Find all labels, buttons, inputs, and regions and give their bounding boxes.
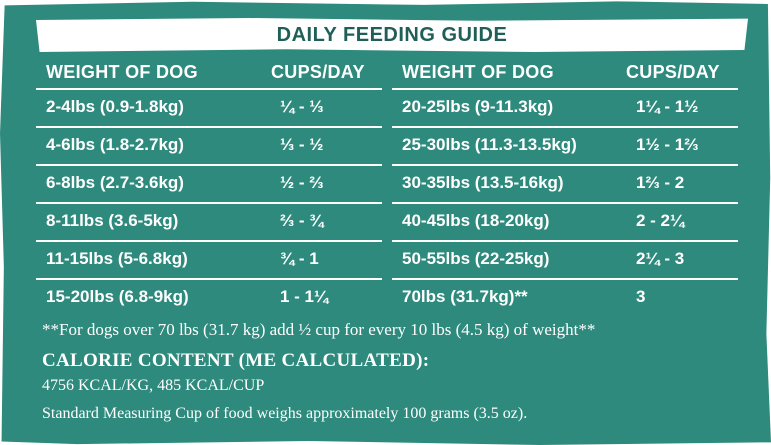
cups-cell: 2¼ - 3 xyxy=(636,249,685,268)
cups-cell: ⅓ - ½ xyxy=(280,135,324,154)
calorie-heading: CALORIE CONTENT (ME CALCULATED): xyxy=(42,350,430,371)
weight-cell: 30-35lbs (13.5-16kg) xyxy=(402,173,564,192)
table-row: 70lbs (31.7kg)** 3 xyxy=(392,278,738,316)
table-header: WEIGHT OF DOG CUPS/DAY WEIGHT OF DOG CUP… xyxy=(0,58,771,86)
weight-header-right: WEIGHT OF DOG xyxy=(402,62,554,82)
cups-cell: 1⅔ - 2 xyxy=(636,173,685,192)
table-row: 50-55lbs (22-25kg) 2¼ - 3 xyxy=(392,240,738,278)
table-row: 11-15lbs (5-6.8kg) ¾ - 1 xyxy=(36,240,382,278)
table-row: 25-30lbs (11.3-13.5kg) 1½ - 1⅔ xyxy=(392,126,738,164)
weight-cell: 4-6lbs (1.8-2.7kg) xyxy=(46,135,184,154)
weight-cell: 70lbs (31.7kg)** xyxy=(402,287,528,306)
weight-header-left: WEIGHT OF DOG xyxy=(46,62,198,82)
table-row: 30-35lbs (13.5-16kg) 1⅔ - 2 xyxy=(392,164,738,202)
calorie-values: 4756 KCAL/KG, 485 KCAL/CUP xyxy=(42,377,265,394)
table-row: 8-11lbs (3.6-5kg) ⅔ - ¾ xyxy=(36,202,382,240)
footnote: **For dogs over 70 lbs (31.7 kg) add ½ c… xyxy=(42,320,596,339)
table-row: 15-20lbs (6.8-9kg) 1 - 1¼ xyxy=(36,278,382,316)
cups-cell: 2 - 2¼ xyxy=(636,211,685,230)
cups-cell: 1¼ - 1½ xyxy=(636,97,699,116)
cups-cell: 1 - 1¼ xyxy=(280,287,329,306)
table-row: 2-4lbs (0.9-1.8kg) ¼ - ⅓ xyxy=(36,88,382,126)
feeding-table-right: 20-25lbs (9-11.3kg) 1¼ - 1½ 25-30lbs (11… xyxy=(392,88,738,316)
page-title: DAILY FEEDING GUIDE xyxy=(36,18,748,52)
cups-cell: ⅔ - ¾ xyxy=(280,211,324,230)
cups-cell: ¾ - 1 xyxy=(280,249,319,268)
cups-cell: 3 xyxy=(636,287,646,306)
weight-cell: 25-30lbs (11.3-13.5kg) xyxy=(402,135,577,154)
weight-cell: 11-15lbs (5-6.8kg) xyxy=(46,249,188,268)
weight-cell: 50-55lbs (22-25kg) xyxy=(402,249,550,268)
cups-cell: 1½ - 1⅔ xyxy=(636,135,699,154)
weight-cell: 8-11lbs (3.6-5kg) xyxy=(46,211,179,230)
table-row: 20-25lbs (9-11.3kg) 1¼ - 1½ xyxy=(392,88,738,126)
cups-cell: ½ - ⅔ xyxy=(280,173,324,192)
table-row: 6-8lbs (2.7-3.6kg) ½ - ⅔ xyxy=(36,164,382,202)
cups-cell: ¼ - ⅓ xyxy=(280,97,324,116)
cups-header-left: CUPS/DAY xyxy=(271,62,365,82)
table-row: 4-6lbs (1.8-2.7kg) ⅓ - ½ xyxy=(36,126,382,164)
cups-header-right: CUPS/DAY xyxy=(626,62,720,82)
weight-cell: 15-20lbs (6.8-9kg) xyxy=(46,287,189,306)
weight-cell: 40-45lbs (18-20kg) xyxy=(402,211,550,230)
table-row: 40-45lbs (18-20kg) 2 - 2¼ xyxy=(392,202,738,240)
measuring-cup-note: Standard Measuring Cup of food weighs ap… xyxy=(42,405,528,422)
weight-cell: 2-4lbs (0.9-1.8kg) xyxy=(46,97,184,116)
feeding-table-left: 2-4lbs (0.9-1.8kg) ¼ - ⅓ 4-6lbs (1.8-2.7… xyxy=(36,88,382,316)
weight-cell: 6-8lbs (2.7-3.6kg) xyxy=(46,173,184,192)
weight-cell: 20-25lbs (9-11.3kg) xyxy=(402,97,554,116)
